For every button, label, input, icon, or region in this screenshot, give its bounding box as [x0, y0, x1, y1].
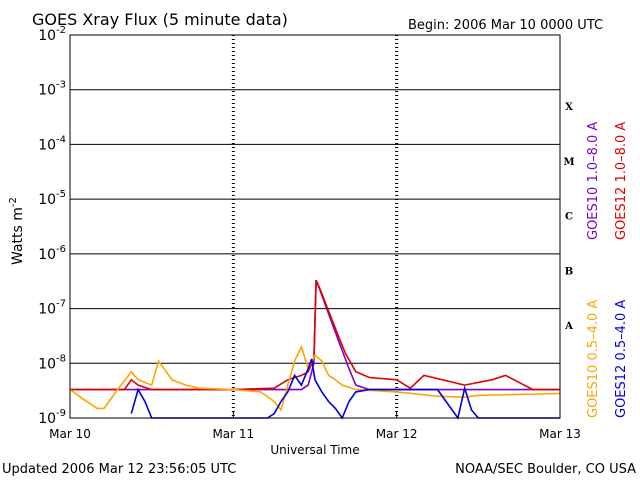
updated-timestamp: Updated 2006 Mar 12 23:56:05 UTC [2, 462, 236, 477]
legend-goes12-short: GOES12 0.5–4.0 A [614, 300, 629, 418]
y-tick-label: 10-9 [38, 408, 66, 427]
x-tick-label: Mar 11 [212, 427, 254, 441]
y-tick-label: 10-3 [38, 80, 66, 99]
begin-date: Begin: 2006 Mar 10 0000 UTC [408, 18, 603, 33]
legend-goes10-long: GOES10 1.0–8.0 A [586, 122, 601, 240]
x-tick-labels: Mar 10 Mar 11 Mar 12 Mar 13 [49, 412, 581, 441]
x-tick-label: Mar 13 [539, 427, 581, 441]
y-axis-label-base: Watts m [10, 207, 26, 265]
series-line-2 [69, 344, 561, 412]
y-tick-label: 10-5 [38, 189, 66, 208]
x-tick-label: Mar 10 [49, 427, 91, 441]
y-tick-labels: 10-9 10-8 10-7 10-6 10-5 10-4 10-3 10-2 [38, 25, 66, 427]
y-tick-label: 10-4 [38, 134, 66, 153]
x-tick-label: Mar 12 [376, 427, 418, 441]
series-line-1 [70, 279, 560, 391]
plot-frame [69, 34, 561, 419]
x-axis-label: Universal Time [270, 443, 359, 457]
data-series [69, 279, 561, 420]
flare-class-c: C [565, 212, 573, 223]
flare-class-a: A [564, 321, 573, 332]
credit-line: NOAA/SEC Boulder, CO USA [455, 462, 636, 477]
legend-goes12-long: GOES12 1.0–8.0 A [614, 122, 629, 240]
flare-class-b: B [565, 266, 573, 277]
flare-class-labels: X M C B A [563, 102, 574, 332]
y-axis-label-exponent: -2 [8, 197, 19, 207]
flare-class-m: M [563, 157, 574, 168]
chart-title: GOES Xray Flux (5 minute data) [32, 10, 288, 29]
y-tick-label: 10-8 [38, 353, 66, 372]
y-axis-label: Watts m-2 [8, 197, 26, 265]
flare-class-x: X [565, 102, 573, 113]
y-tick-label: 10-7 [38, 299, 66, 318]
legend-goes10-short: GOES10 0.5–4.0 A [586, 300, 601, 418]
y-tick-label: 10-6 [38, 244, 66, 263]
y-tick-label: 10-2 [38, 25, 66, 44]
